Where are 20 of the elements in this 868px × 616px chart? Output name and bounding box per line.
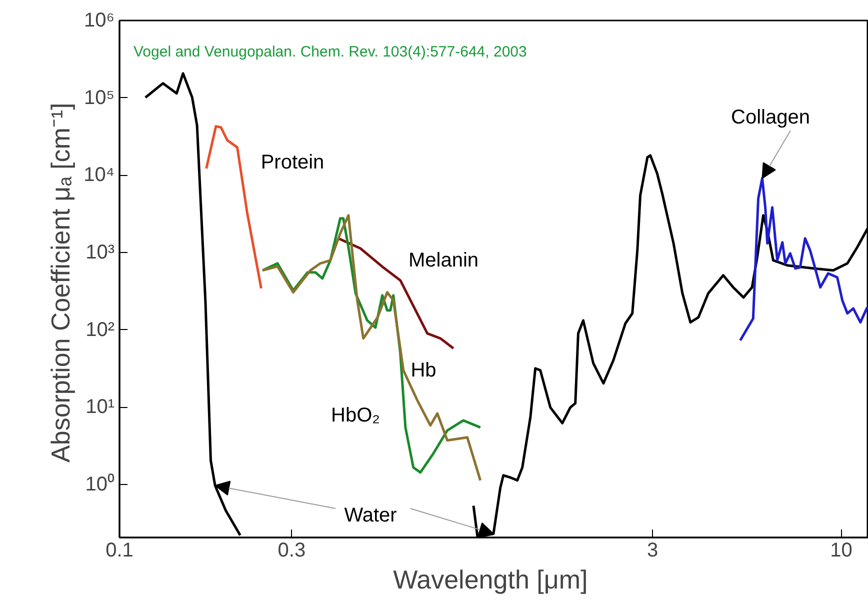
text: Collagen	[731, 106, 810, 128]
annotation: Vogel and Venugopalan. Chem. Rev. 103(4):577-644, 2003	[134, 44, 527, 60]
y-tick-label: 10³	[86, 241, 115, 264]
series-label: Hb	[410, 360, 436, 382]
y-tick-label: 10⁴	[84, 164, 115, 186]
series-label: HbO₂	[331, 404, 380, 426]
y-tick-label: 10⁵	[84, 86, 115, 109]
y-axis-title: Absorption Coefficient μₐ [cm⁻¹]	[46, 102, 76, 462]
series-label: Protein	[260, 152, 324, 174]
y-tick-label: 10⁶	[84, 10, 115, 32]
x-tick-label: 10	[830, 540, 852, 562]
x-axis-title: Wavelength [μm]	[393, 564, 588, 594]
series-label: Melanin	[408, 250, 479, 272]
x-tick-label: 0.3	[278, 540, 306, 562]
x-tick-label: 0.1	[106, 540, 134, 562]
y-tick-label: 10¹	[86, 396, 115, 418]
x-tick-label: 3	[646, 540, 658, 562]
text: Water	[344, 504, 398, 526]
y-tick-label: 10⁰	[85, 472, 115, 496]
y-tick-label: 10²	[86, 318, 115, 341]
